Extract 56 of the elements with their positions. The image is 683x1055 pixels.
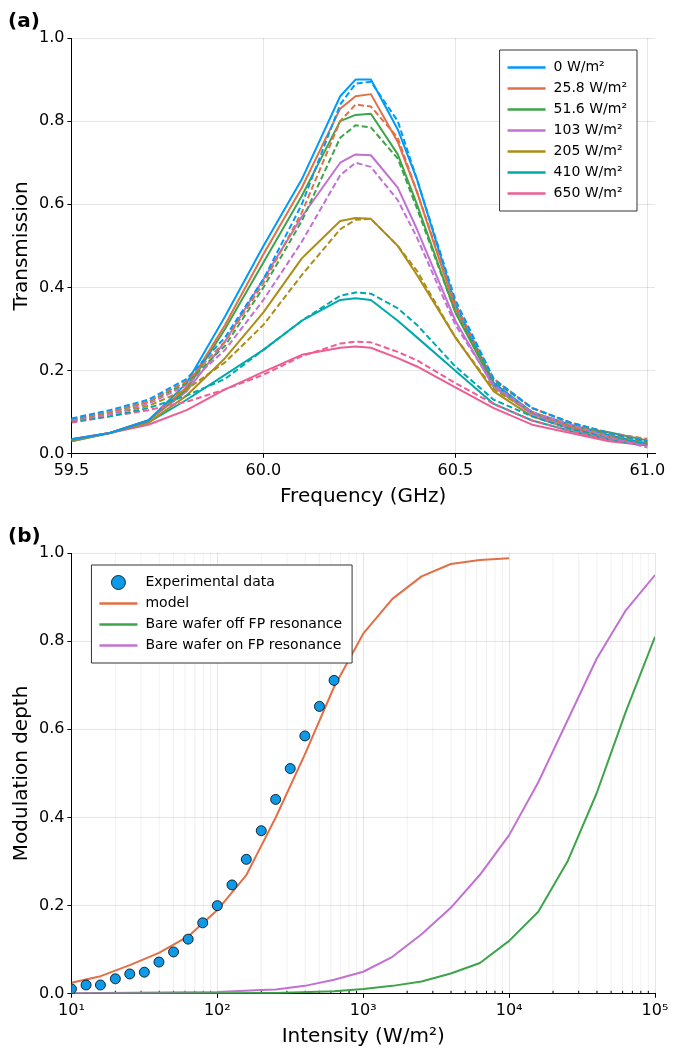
y-tick-label: 0.0 (38, 442, 65, 462)
legend-label: 103 W/m² (553, 121, 623, 138)
x-tick-label: 10⁵ (641, 999, 669, 1019)
chart-title: (b) (8, 523, 41, 548)
legend-label: Experimental data (145, 573, 275, 590)
point (153, 956, 165, 968)
x-tick-label: 60.5 (437, 459, 474, 479)
legend-label: 25.8 W/m² (553, 79, 628, 96)
point (328, 674, 340, 686)
point (168, 946, 179, 958)
y-tick-label: 0.8 (38, 630, 65, 650)
point (299, 730, 311, 742)
point (138, 966, 150, 978)
x-tick-label: 10⁴ (495, 999, 523, 1019)
y-tick-label: 0.2 (38, 359, 65, 379)
y-axis-title: Modulation depth (8, 685, 33, 862)
chart-title: (a) (8, 8, 40, 33)
point (314, 701, 325, 712)
x-tick-label: 61.0 (629, 459, 666, 479)
point (270, 794, 282, 805)
y-tick-label: 0.4 (38, 806, 65, 826)
x-tick-label: 60.0 (245, 459, 282, 479)
y-tick-label: 1.0 (38, 27, 65, 47)
legend-label: 0 W/m² (553, 58, 605, 75)
point (80, 979, 92, 991)
x-tick-label: 10³ (349, 999, 377, 1019)
y-tick-label: 0.8 (38, 110, 65, 130)
point (182, 933, 194, 945)
x-tick-label: 10¹ (58, 999, 85, 1019)
legend-label: 410 W/m² (553, 163, 623, 180)
point (211, 900, 223, 912)
point (255, 825, 267, 837)
x-axis-title: Frequency (GHz) (280, 483, 447, 508)
y-tick-label: 0.2 (38, 894, 65, 914)
x-tick-label: 10² (203, 999, 231, 1019)
legend-label: model (145, 594, 190, 611)
point (197, 917, 209, 929)
point (124, 968, 136, 980)
legend-label: 51.6 W/m² (553, 100, 628, 117)
point (109, 973, 121, 985)
y-tick-label: 0.4 (38, 276, 65, 296)
point (95, 979, 106, 991)
point (240, 853, 252, 865)
x-tick-label: 59.5 (53, 459, 90, 479)
y-tick-label: 1.0 (38, 542, 65, 562)
x-axis-title: Intensity (W/m²) (281, 1023, 445, 1048)
y-axis-title: Transmission (8, 181, 33, 312)
legend-label: Bare wafer on FP resonance (145, 636, 342, 653)
y-tick-label: 0.0 (38, 982, 65, 1002)
y-tick-label: 0.6 (38, 193, 65, 213)
y-tick-label: 0.6 (38, 718, 65, 738)
legend-label: 205 W/m² (553, 142, 623, 159)
legend-label: Bare wafer off FP resonance (145, 615, 343, 632)
point (226, 879, 238, 891)
point (284, 763, 296, 774)
legend-label: 650 W/m² (553, 184, 623, 201)
